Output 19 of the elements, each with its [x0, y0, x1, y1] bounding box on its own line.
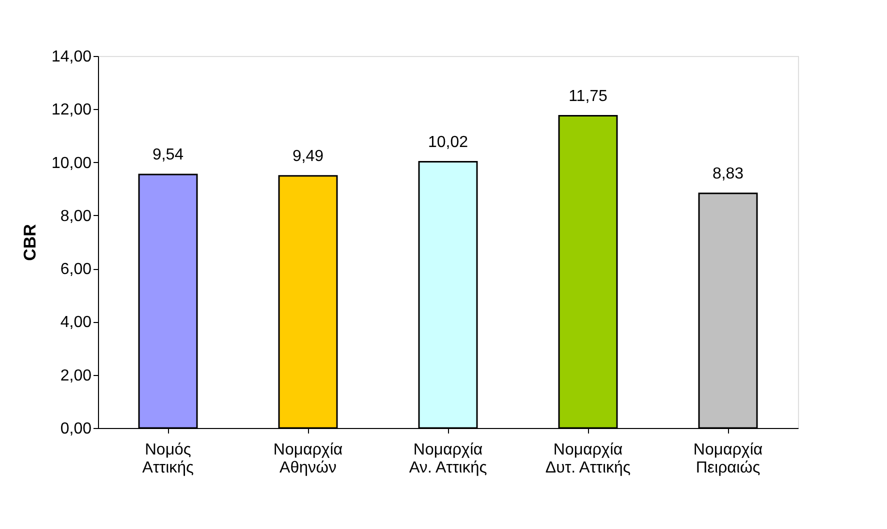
data-label: 9,49	[292, 148, 324, 165]
y-axis-title: CBR	[20, 224, 40, 261]
y-tick-label: 14,00	[51, 48, 92, 66]
data-label: 8,83	[712, 165, 744, 182]
y-tick-label: 4,00	[60, 314, 92, 332]
y-tick-label: 0,00	[60, 420, 92, 438]
y-tick-label: 12,00	[51, 102, 92, 119]
x-tick-label: Νομαρχία Δυτ. Αττικής	[545, 442, 631, 476]
data-label: 9,54	[152, 146, 184, 164]
y-tick-label: 2,00	[60, 367, 92, 384]
y-tick-label: 8,00	[60, 208, 92, 225]
data-label: 11,75	[568, 88, 608, 105]
x-tick-label: Νομαρχία Αν. Αττικής	[409, 442, 488, 476]
data-label: 10,02	[428, 134, 468, 151]
x-tick-label: Νομαρχία Αθηνών	[273, 442, 343, 476]
x-tick-label: Νομαρχία Πειραιώς	[693, 442, 763, 476]
y-tick-label: 10,00	[51, 154, 92, 172]
x-tick-label: Νομός Αττικής	[142, 442, 194, 476]
y-tick-label: 6,00	[60, 261, 92, 278]
